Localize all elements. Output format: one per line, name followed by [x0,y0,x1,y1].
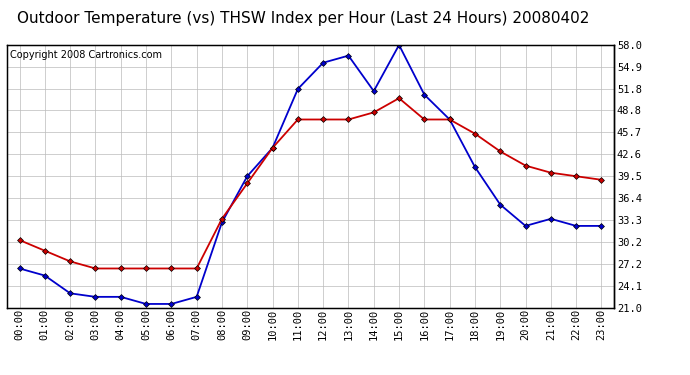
Text: Outdoor Temperature (vs) THSW Index per Hour (Last 24 Hours) 20080402: Outdoor Temperature (vs) THSW Index per … [17,11,590,26]
Text: Copyright 2008 Cartronics.com: Copyright 2008 Cartronics.com [10,50,162,60]
